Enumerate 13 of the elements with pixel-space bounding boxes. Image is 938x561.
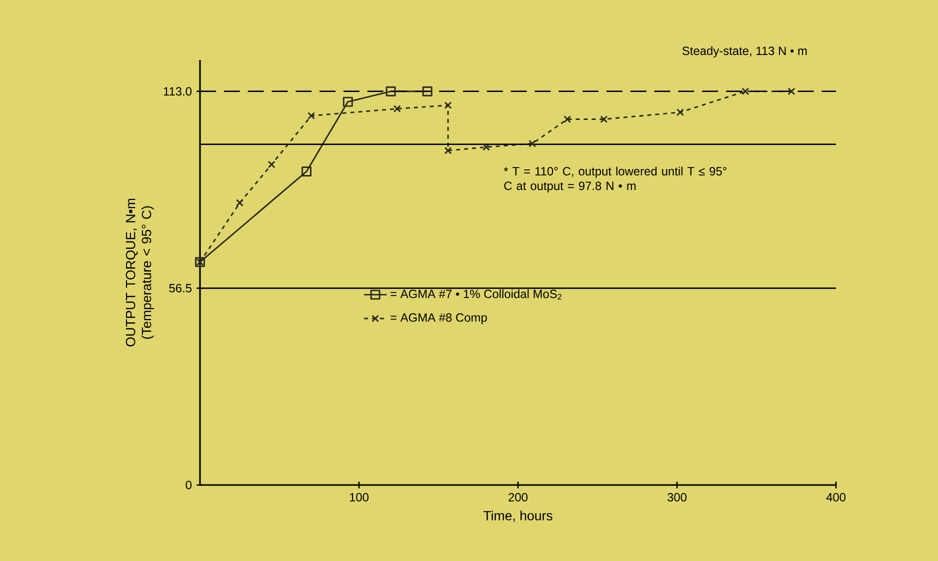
x-tick-label: 200 bbox=[508, 493, 528, 502]
y-tick-label: 0 bbox=[186, 480, 192, 490]
legend-label: = AGMA #8 Comp bbox=[390, 313, 487, 324]
y-tick-label: 56.5 bbox=[169, 284, 192, 292]
y-axis-title: OUTPUT TORQUE, N•m (Temperature < 95° C) bbox=[126, 198, 154, 346]
ref-line-label: Steady-state, 113 N • m bbox=[682, 46, 807, 58]
x-tick-label: 400 bbox=[826, 493, 846, 502]
legend-label: = AGMA #7 • 1% Colloidal MoS$_{2}$ bbox=[390, 289, 562, 300]
x-tick-label: 300 bbox=[667, 493, 687, 502]
annotation: * T = 110° C, output lowered until T ≤ 95° C at output = 97.8 N • m bbox=[504, 166, 726, 192]
x-axis-title: Time, hours bbox=[483, 510, 552, 522]
y-tick-label: 113.0 bbox=[164, 87, 192, 96]
x-tick-label: 100 bbox=[350, 493, 369, 502]
